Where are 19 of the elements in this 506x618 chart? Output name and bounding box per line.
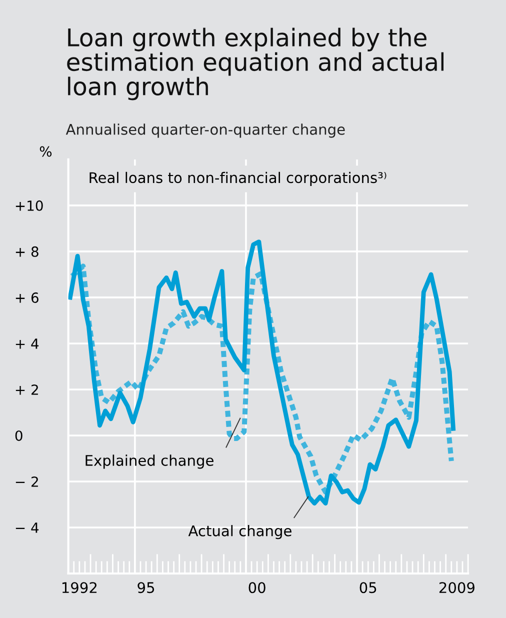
x-tick-label: 1992	[62, 582, 97, 594]
y-tick-label: + 4	[16, 338, 39, 349]
annotation: Real loans to non-financial corporations³⁾	[90, 172, 386, 186]
x-tick-label: 2009	[439, 582, 474, 594]
y-tick-label: + 8	[16, 246, 38, 257]
text: Actual change	[188, 525, 292, 540]
x-tick-label: 00	[248, 582, 266, 594]
chart-title: Loan growth explained by the estimation equation and actual loan growth	[67, 28, 444, 100]
y-tick-label: − 2	[16, 476, 38, 487]
x-tick-label: 05	[360, 582, 376, 594]
y-tick-label: + 6	[16, 292, 38, 303]
series-label: Explained change	[86, 454, 214, 469]
y-tick-label: +10	[16, 200, 43, 211]
y-axis-title: %	[40, 146, 52, 157]
y-tick-label: + 2	[16, 384, 38, 395]
y-tick-label: 0	[15, 430, 22, 441]
x-tick-label: 95	[138, 582, 154, 594]
chart-subtitle: Annualised quarter-on-quarter change	[66, 124, 345, 138]
y-tick-label: − 4	[16, 522, 39, 533]
